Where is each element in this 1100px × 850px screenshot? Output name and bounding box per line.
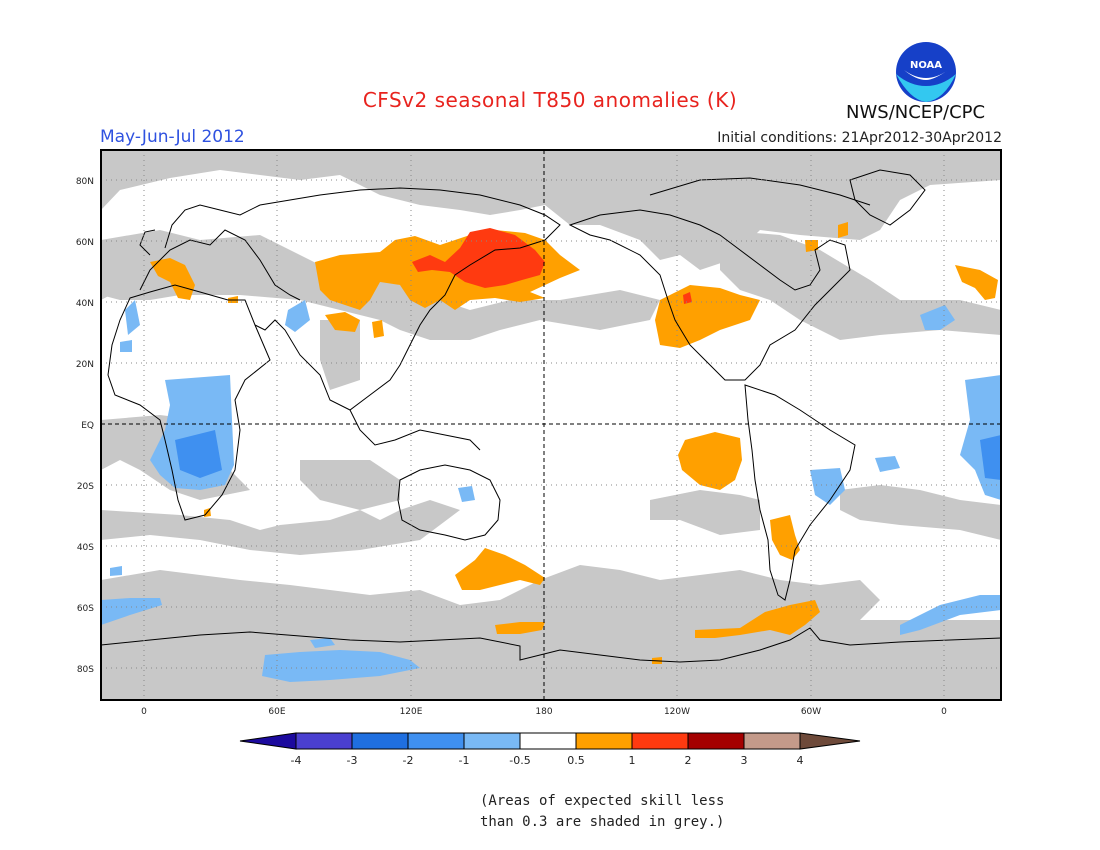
colorbar-swatch bbox=[519, 732, 577, 750]
warm-anomalies bbox=[150, 222, 998, 664]
lon-label: 60W bbox=[801, 707, 821, 717]
colorbar-swatch bbox=[351, 732, 409, 750]
latitude-labels: 80N 60N 40N 20N EQ 20S 40S 60S 80S bbox=[76, 177, 94, 675]
colorbar-swatch bbox=[295, 732, 353, 750]
colorbar-label: 3 bbox=[741, 754, 748, 767]
initial-conditions: Initial conditions: 21Apr2012-30Apr2012 bbox=[717, 130, 1002, 146]
lat-label: EQ bbox=[81, 421, 94, 431]
colorbar-swatch bbox=[743, 732, 801, 750]
plot-frame bbox=[100, 149, 1002, 701]
lat-label: 40S bbox=[77, 543, 94, 553]
lon-label: 0 bbox=[141, 707, 147, 717]
skill-note-line: (Areas of expected skill less bbox=[480, 793, 725, 809]
skill-note: (Areas of expected skill less than 0.3 a… bbox=[480, 791, 724, 833]
colorbar: -4 -3 -2 -1 -0.5 0.5 1 2 3 4 bbox=[239, 732, 861, 767]
colorbar-label: -0.5 bbox=[509, 754, 530, 767]
colorbar-label: 2 bbox=[685, 754, 692, 767]
lat-label: 20N bbox=[76, 360, 94, 370]
agency-label: NWS/NCEP/CPC bbox=[846, 102, 986, 123]
noaa-logo: NOAA bbox=[894, 40, 958, 104]
lon-label: 120W bbox=[664, 707, 690, 717]
lon-label: 60E bbox=[268, 707, 285, 717]
colorbar-label: -4 bbox=[291, 754, 302, 767]
colorbar-label: 0.5 bbox=[567, 754, 585, 767]
forecast-period: May-Jun-Jul 2012 bbox=[100, 127, 245, 147]
coastlines bbox=[101, 169, 1001, 663]
map-title: CFSv2 seasonal T850 anomalies (K) bbox=[362, 88, 738, 112]
colorbar-swatch bbox=[407, 732, 465, 750]
lon-label: 180 bbox=[535, 707, 552, 717]
cool-anomalies bbox=[101, 300, 1001, 682]
colorbar-label: 4 bbox=[797, 754, 804, 767]
colorbar-label: -3 bbox=[347, 754, 358, 767]
skill-note-line: than 0.3 are shaded in grey.) bbox=[480, 814, 725, 830]
colorbar-swatch bbox=[463, 732, 521, 750]
lat-label: 60N bbox=[76, 238, 94, 248]
colorbar-label: -1 bbox=[459, 754, 470, 767]
lon-label: 0 bbox=[941, 707, 947, 717]
colorbar-swatch bbox=[575, 732, 633, 750]
logo-text: NOAA bbox=[910, 60, 942, 71]
colorbar-right-arrow bbox=[799, 732, 861, 750]
colorbar-left-arrow bbox=[239, 732, 297, 750]
graticule bbox=[101, 150, 1001, 700]
colorbar-label: 1 bbox=[629, 754, 636, 767]
lat-label: 80N bbox=[76, 177, 94, 187]
reference-lines bbox=[101, 150, 1001, 700]
lat-label: 20S bbox=[77, 482, 94, 492]
lat-label: 60S bbox=[77, 604, 94, 614]
colorbar-label: -2 bbox=[403, 754, 414, 767]
lon-label: 120E bbox=[400, 707, 423, 717]
lat-label: 40N bbox=[76, 299, 94, 309]
longitude-labels: 0 60E 120E 180 120W 60W 0 bbox=[141, 707, 947, 717]
colorbar-swatch bbox=[687, 732, 745, 750]
lat-label: 80S bbox=[77, 665, 94, 675]
colorbar-swatch bbox=[631, 732, 689, 750]
